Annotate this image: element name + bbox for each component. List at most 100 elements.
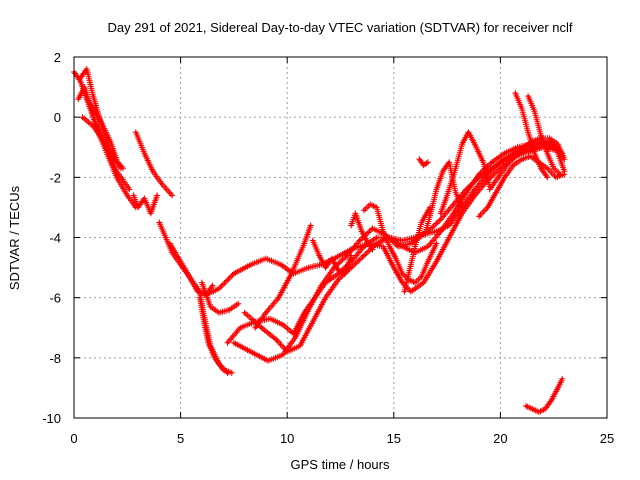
data-point (324, 266, 327, 269)
data-point (448, 161, 451, 164)
data-point (200, 281, 204, 284)
data-point (375, 236, 378, 239)
data-point (435, 230, 438, 233)
data-point (477, 173, 481, 176)
series-trace-5 (83, 96, 120, 163)
data-point (281, 353, 285, 357)
data-point (320, 284, 323, 287)
data-point (79, 76, 82, 80)
data-point (160, 182, 163, 185)
data-point (136, 206, 140, 209)
series-trace-19 (361, 201, 440, 286)
data-point (426, 161, 430, 164)
y-tick-label: 0 (54, 110, 61, 125)
data-point (467, 131, 470, 134)
y-tick-label: -2 (49, 170, 61, 185)
data-point (268, 317, 272, 320)
data-point (217, 287, 221, 290)
y-tick-label: -4 (49, 231, 61, 246)
data-point (81, 115, 84, 119)
data-point (115, 158, 118, 161)
data-point-markers (230, 138, 566, 364)
data-point (330, 257, 334, 260)
data-point (126, 194, 129, 197)
data-point (204, 293, 208, 296)
data-point (511, 152, 515, 155)
series-trace-15 (241, 138, 568, 355)
data-point (554, 176, 558, 179)
data-point (422, 233, 425, 236)
data-point (213, 356, 216, 360)
data-point (439, 230, 442, 233)
data-point (375, 242, 378, 245)
data-point (239, 326, 242, 329)
data-point (514, 91, 517, 95)
data-point (558, 173, 562, 176)
y-tick-label: -6 (49, 291, 61, 306)
data-point (155, 194, 159, 197)
x-tick-label: 25 (600, 431, 614, 446)
data-point (548, 137, 551, 140)
data-point (275, 338, 278, 341)
series-trace-23 (437, 129, 493, 217)
data-point-markers (132, 129, 176, 199)
data-point (418, 158, 421, 161)
data-point (494, 191, 498, 194)
data-point (424, 230, 427, 233)
data-point (211, 284, 214, 287)
y-tick-label: 2 (54, 50, 61, 65)
series-trace-16 (252, 222, 314, 331)
y-tick-label: -8 (49, 351, 61, 366)
data-point (249, 350, 253, 354)
data-point (202, 320, 206, 323)
data-point (499, 161, 502, 164)
data-point (516, 146, 519, 149)
data-point (539, 167, 543, 170)
data-point (503, 176, 506, 179)
data-point (439, 212, 442, 215)
data-point (115, 176, 118, 179)
data-point (520, 106, 523, 110)
data-point (294, 335, 297, 338)
data-point (317, 254, 321, 257)
data-point (371, 227, 374, 230)
data-point (514, 155, 517, 158)
data-point (529, 155, 532, 158)
series-trace-18 (348, 210, 376, 253)
data-points (71, 66, 568, 415)
data-point (422, 164, 425, 167)
data-point (198, 290, 201, 293)
data-point (533, 109, 536, 113)
data-point (109, 140, 112, 143)
data-point (151, 170, 155, 173)
data-point (311, 239, 314, 242)
data-point (91, 94, 95, 98)
data-point (362, 209, 366, 212)
series-trace-24 (476, 153, 568, 220)
data-point (465, 191, 468, 194)
data-point (522, 146, 526, 149)
data-point (279, 263, 283, 266)
data-point (83, 85, 86, 89)
data-point (409, 290, 413, 293)
data-point (435, 242, 438, 245)
data-point (426, 245, 430, 248)
data-point (286, 350, 289, 354)
data-point (430, 206, 434, 209)
data-point (190, 278, 193, 281)
data-point (563, 158, 566, 161)
data-point (207, 341, 210, 344)
x-tick-label: 20 (493, 431, 507, 446)
series-trace-28 (523, 375, 566, 415)
data-point (121, 167, 125, 170)
data-point-markers (71, 69, 133, 193)
x-tick-label: 10 (280, 431, 294, 446)
data-point (473, 188, 477, 191)
series-trace-8 (156, 219, 216, 298)
data-point (546, 152, 549, 155)
data-point (460, 206, 464, 209)
x-tick-label: 0 (70, 431, 77, 446)
series-trace-1 (71, 69, 133, 193)
data-point (222, 368, 225, 372)
data-point (243, 311, 246, 314)
